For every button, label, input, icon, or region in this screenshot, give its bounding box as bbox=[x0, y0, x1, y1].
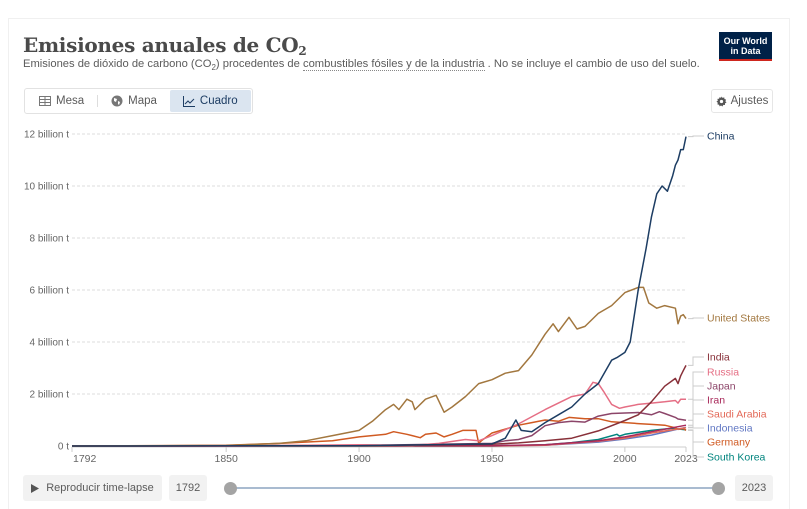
x-tick-label: 1792 bbox=[73, 453, 97, 465]
series-line-russia bbox=[72, 381, 686, 447]
legend-label-south-korea: South Korea bbox=[707, 452, 766, 464]
legend-label-germany: Germany bbox=[707, 437, 751, 449]
series-line-south-korea bbox=[72, 427, 687, 447]
legend-label-japan: Japan bbox=[707, 381, 736, 393]
y-tick-label: 4 billion t bbox=[30, 338, 70, 349]
x-tick-label: 2023 bbox=[674, 453, 698, 465]
legend-connector bbox=[688, 356, 704, 366]
legend-label-indonesia: Indonesia bbox=[707, 423, 753, 435]
play-timelapse-button[interactable]: Reproducir time-lapse bbox=[23, 475, 162, 501]
line-chart: 0 t 2 billion t 4 billion t 6 billion t 8 bi… bbox=[24, 130, 770, 466]
legend-label-india: India bbox=[707, 352, 730, 364]
legend-label-iran: Iran bbox=[707, 395, 725, 407]
series-line-japan bbox=[71, 410, 687, 447]
owid-logo[interactable]: Our World in Data bbox=[719, 32, 772, 61]
line-chart-icon bbox=[182, 95, 195, 107]
series-line-indonesia bbox=[71, 426, 687, 447]
table-icon bbox=[39, 96, 51, 106]
legend-label-china: China bbox=[707, 131, 735, 143]
legend-connector bbox=[688, 426, 704, 429]
timeline-end-handle[interactable] bbox=[712, 482, 725, 495]
series-line-saudi-arabia bbox=[72, 427, 687, 447]
legend-label-saudi-arabia: Saudi Arabia bbox=[707, 409, 767, 421]
tab-map[interactable]: Mapa bbox=[98, 90, 170, 112]
series-line-united-states bbox=[71, 286, 687, 447]
series-line-iran bbox=[71, 424, 687, 447]
legend-connector bbox=[688, 429, 704, 458]
y-tick-label: 12 billion t bbox=[24, 130, 69, 141]
tab-chart[interactable]: Cuadro bbox=[169, 90, 251, 112]
start-year-input[interactable]: 1792 bbox=[169, 475, 207, 501]
chart-subtitle: Emisiones de dióxido de carbono (CO2) pr… bbox=[23, 58, 700, 73]
y-tick-label: 10 billion t bbox=[24, 182, 69, 193]
end-year-input[interactable]: 2023 bbox=[735, 475, 773, 501]
view-tabs: Mesa Mapa Cuadro bbox=[24, 88, 253, 114]
chart-title: Emisiones anuales de CO2 bbox=[23, 33, 307, 58]
legend-label-russia: Russia bbox=[707, 367, 739, 379]
fossil-fuels-link[interactable]: combustibles fósiles y de la industria bbox=[302, 58, 485, 71]
gear-icon bbox=[716, 95, 727, 107]
timeline-slider-track[interactable] bbox=[230, 487, 718, 489]
legend-connector bbox=[688, 317, 704, 320]
legend-connector bbox=[688, 429, 704, 443]
x-tick-label: 1950 bbox=[480, 453, 504, 465]
x-tick-label: 1850 bbox=[214, 453, 238, 465]
series-line-china bbox=[71, 136, 687, 447]
y-tick-label: 8 billion t bbox=[30, 234, 70, 245]
x-tick-label: 2000 bbox=[613, 453, 637, 465]
chart-frame bbox=[8, 18, 790, 509]
legend-connector bbox=[688, 399, 704, 426]
x-tick-label: 1900 bbox=[347, 453, 371, 465]
settings-button[interactable]: Ajustes bbox=[711, 89, 773, 113]
legend-label-united-states: United States bbox=[707, 313, 770, 325]
legend-connector bbox=[688, 413, 704, 429]
timeline-controls: Reproducir time-lapse 1792 2023 bbox=[23, 475, 783, 501]
globe-icon bbox=[111, 95, 123, 107]
series-line-india bbox=[71, 365, 687, 447]
y-tick-label: 6 billion t bbox=[30, 286, 70, 297]
tab-divider bbox=[97, 95, 99, 107]
timeline-start-handle[interactable] bbox=[224, 482, 237, 495]
y-tick-label: 2 billion t bbox=[30, 390, 70, 401]
y-tick-label: 0 t bbox=[58, 442, 69, 453]
legend-connector bbox=[688, 385, 704, 421]
tab-table[interactable]: Mesa bbox=[26, 90, 97, 112]
legend-connector bbox=[688, 135, 704, 138]
play-icon bbox=[31, 483, 40, 493]
